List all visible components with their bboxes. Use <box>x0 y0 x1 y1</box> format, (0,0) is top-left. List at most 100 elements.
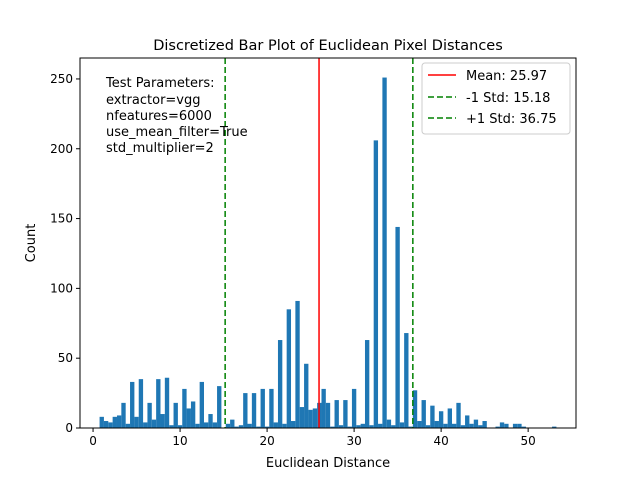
bar <box>443 423 448 428</box>
bar <box>103 421 109 428</box>
bar <box>482 421 487 428</box>
bar <box>330 426 335 428</box>
bar <box>169 425 174 428</box>
bar <box>321 388 326 428</box>
bar <box>282 423 287 428</box>
bar <box>164 377 170 428</box>
bar <box>447 408 452 428</box>
x-tick-label: 0 <box>89 434 97 448</box>
bar <box>412 390 418 428</box>
legend-box <box>421 62 571 135</box>
bar <box>299 407 305 428</box>
bar <box>304 363 309 428</box>
legend: Mean: 25.97 -1 Std: 15.18 +1 Std: 36.75 <box>421 62 571 135</box>
bar <box>404 333 409 428</box>
bar <box>417 421 422 428</box>
plot-frame <box>79 57 577 429</box>
bar <box>495 426 500 428</box>
bar <box>230 419 235 428</box>
bar <box>160 414 165 428</box>
bar <box>478 425 483 428</box>
bar <box>465 415 470 428</box>
bar <box>434 421 439 428</box>
x-tick-label: 10 <box>172 434 187 448</box>
bar <box>408 426 413 428</box>
bar <box>195 423 200 428</box>
bar <box>373 140 379 428</box>
bar <box>356 425 361 428</box>
bar <box>116 415 122 428</box>
bar <box>204 422 209 428</box>
bars-layer <box>99 77 557 428</box>
bar <box>130 381 135 428</box>
legend-minus-std-label: -1 Std: 15.18 <box>466 91 550 106</box>
bar <box>225 423 231 428</box>
bar <box>243 393 248 428</box>
bar <box>177 425 183 428</box>
test-parameters-annotation: Test Parameters: extractor=vgg nfeatures… <box>105 76 248 156</box>
legend-plus-std-label: +1 Std: 36.75 <box>466 112 557 127</box>
bar <box>260 388 265 428</box>
bar <box>460 425 466 428</box>
bar <box>208 414 213 428</box>
bar <box>521 426 526 428</box>
bar <box>347 426 352 428</box>
bar <box>360 423 365 428</box>
bar <box>364 340 370 428</box>
bar <box>269 388 274 428</box>
bar <box>247 423 252 428</box>
bar <box>343 400 348 428</box>
bar <box>425 425 431 428</box>
bar <box>286 309 292 428</box>
bar <box>151 419 157 428</box>
y-tick-label: 200 <box>50 142 73 156</box>
bar <box>456 402 461 428</box>
bar <box>517 423 522 428</box>
bar <box>338 425 344 428</box>
bar <box>147 402 152 428</box>
x-tick-label: 20 <box>259 434 274 448</box>
reference-lines-layer <box>224 58 414 428</box>
bar <box>251 393 257 428</box>
bar <box>121 402 126 428</box>
x-tick-label: 50 <box>520 434 535 448</box>
bar <box>552 426 557 428</box>
x-axis-label: Euclidean Distance <box>266 456 390 471</box>
bar <box>138 379 144 428</box>
legend-mean-label: Mean: 25.97 <box>466 69 547 84</box>
bar <box>238 425 244 428</box>
annotation-line: std_multiplier=2 <box>106 141 214 156</box>
bar <box>143 422 148 428</box>
bar <box>217 386 222 428</box>
bar <box>125 423 131 428</box>
y-tick-label: 100 <box>50 281 73 295</box>
bar <box>134 416 139 428</box>
bar <box>234 426 239 428</box>
y-axis-ticks: 0 50 100 150 200 250 <box>50 72 80 435</box>
bar <box>256 426 261 428</box>
bar <box>190 401 196 428</box>
bar <box>469 423 474 428</box>
bar <box>264 426 270 428</box>
x-tick-label: 40 <box>433 434 448 448</box>
annotation-line: use_mean_filter=True <box>106 125 248 140</box>
y-tick-label: 0 <box>65 421 73 435</box>
bar <box>512 423 518 428</box>
bar <box>108 422 113 428</box>
bar <box>182 388 187 428</box>
annotation-line: nfeatures=6000 <box>106 109 212 124</box>
bar <box>391 425 396 428</box>
bar <box>334 400 339 428</box>
bar <box>369 425 374 428</box>
bar <box>382 77 387 428</box>
bar <box>325 402 331 428</box>
annotation-line: extractor=vgg <box>106 93 201 108</box>
bar <box>499 422 505 428</box>
bar <box>386 419 392 428</box>
bar <box>291 421 296 428</box>
bar <box>295 300 300 428</box>
bar <box>421 400 426 428</box>
bar <box>473 419 479 428</box>
chart-title: Discretized Bar Plot of Euclidean Pixel … <box>153 38 503 54</box>
